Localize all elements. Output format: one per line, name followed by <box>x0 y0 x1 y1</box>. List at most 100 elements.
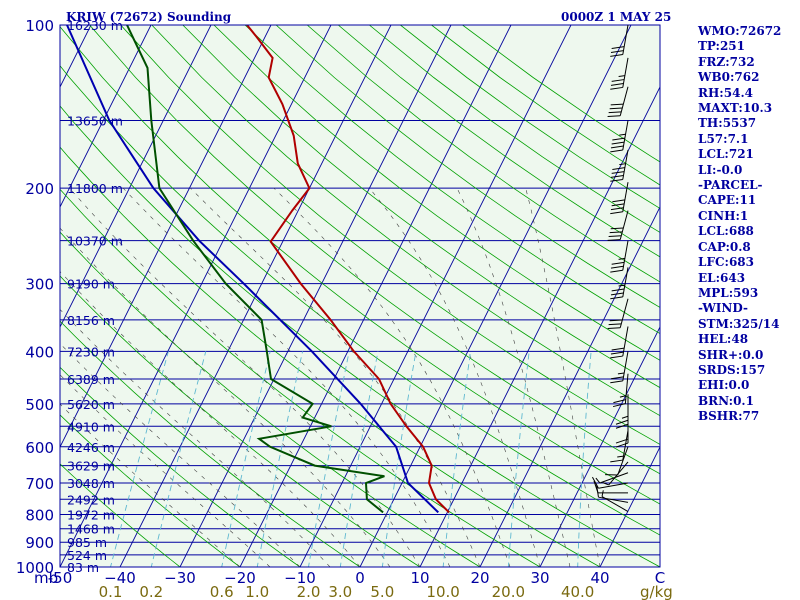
chart-title: KRIW (72672) Sounding <box>66 10 232 24</box>
temperature-tick-label: -50 <box>48 569 73 587</box>
wind-barb <box>610 267 629 300</box>
parcel-trace <box>66 25 439 514</box>
mixing-ratio-line <box>577 351 592 567</box>
mixing-ratio-line <box>308 351 350 567</box>
mixing-ratio-line <box>442 351 472 567</box>
saturated-adiabat-line <box>525 188 601 567</box>
temperature-tick-label: −30 <box>164 569 196 587</box>
sounding-stat: L57:7.1 <box>698 131 749 146</box>
temperature-tick-label: 30 <box>530 569 549 587</box>
mixing-ratio-line <box>221 351 271 567</box>
temperature-tick-label: 20 <box>470 569 489 587</box>
mixing-ratio-line <box>507 351 530 567</box>
sounding-stat: LCL:721 <box>698 147 754 162</box>
mixing-ratio-tick-label: 5.0 <box>370 583 394 600</box>
saturated-adiabat-line <box>60 403 241 567</box>
dry-adiabat-line <box>60 231 481 567</box>
temperature-trace <box>246 25 450 514</box>
temperature-tick-label: −20 <box>224 569 256 587</box>
sounding-stat: TP:251 <box>698 39 746 54</box>
temperature-tick-label: 0 <box>355 569 365 587</box>
saturated-adiabat-line <box>60 374 271 567</box>
dry-adiabat-line <box>182 25 660 389</box>
sounding-stat: SRDS:157 <box>698 362 766 377</box>
pressure-tick-label: 800 <box>25 506 54 524</box>
height-label: 2492 m <box>67 492 115 507</box>
dry-adiabat-line <box>60 275 421 567</box>
temperature-tick-label: 10 <box>410 569 429 587</box>
temperature-tick-label: −40 <box>104 569 136 587</box>
wind-barb <box>610 351 629 384</box>
height-label: 9190 m <box>67 277 115 292</box>
wind-barb <box>607 298 629 330</box>
wind-barb <box>610 182 629 215</box>
sounding-stat: CAPE:11 <box>698 193 757 208</box>
dry-adiabat-line <box>213 25 660 361</box>
dry-adiabat-line <box>60 105 660 567</box>
sounding-stat: CINH:1 <box>698 208 749 223</box>
dry-adiabat-line <box>60 320 361 567</box>
wind-barb <box>610 57 629 90</box>
sounding-stat: STM:325/14 <box>698 316 780 331</box>
wind-barb <box>610 240 629 273</box>
sounding-stat: EL:643 <box>698 270 746 285</box>
isotherm-line <box>179 25 452 567</box>
wind-barb <box>612 373 629 408</box>
sounding-stat: -WIND- <box>698 301 748 316</box>
isotherm-line <box>239 25 512 567</box>
pressure-tick-label: 300 <box>25 276 54 294</box>
sounding-stat: WMO:72672 <box>698 24 782 38</box>
sounding-stat: LI:-0.0 <box>698 162 743 177</box>
mixing-ratio-tick-label: 1.0 <box>245 583 269 600</box>
wind-barb <box>595 472 629 484</box>
dry-adiabat-line <box>60 26 660 505</box>
saturated-adiabat-line <box>60 271 361 567</box>
pressure-tick-label: 700 <box>25 475 54 493</box>
sounding-stat: RH:54.4 <box>698 85 753 100</box>
temperature-tick-label: C <box>655 569 665 587</box>
temperature-tick-label: −10 <box>284 569 316 587</box>
dry-adiabat-line <box>89 25 660 475</box>
height-label: 985 m <box>67 535 107 550</box>
pressure-tick-label: 100 <box>25 17 54 35</box>
pressure-tick-label: 900 <box>25 534 54 552</box>
sounding-stat: MPL:593 <box>698 285 759 300</box>
plot-frame <box>59 24 661 568</box>
height-label: 6389 m <box>67 372 115 387</box>
isotherm-line <box>60 25 272 449</box>
isotherm-line <box>60 25 332 567</box>
mixing-ratio-line <box>110 351 169 567</box>
plot-background <box>60 25 660 567</box>
saturated-adiabat-line <box>60 308 331 567</box>
mixing-ratio-tick-label: 20.0 <box>492 583 525 600</box>
isotherm-line <box>599 445 660 567</box>
sounding-stat: LCL:688 <box>698 224 754 239</box>
sounding-stat: TH:5537 <box>698 116 757 131</box>
pressure-tick-label: 500 <box>25 396 54 414</box>
height-label: 3048 m <box>67 476 115 491</box>
isotherm-line <box>359 25 632 567</box>
dry-adiabat-line <box>60 463 181 567</box>
dry-adiabat-line <box>60 188 541 567</box>
height-label: 4910 m <box>67 419 115 434</box>
mixing-ratio-tick-label: 0.1 <box>99 583 123 600</box>
pressure-tick-label: 1000 <box>16 559 54 577</box>
height-label: 11800 m <box>67 181 123 196</box>
temperature-tick-label: 40 <box>590 569 609 587</box>
pressure-tick-label: 400 <box>25 343 54 361</box>
height-label: 7230 m <box>67 344 115 359</box>
wind-barb <box>591 476 629 489</box>
wind-barb <box>607 210 629 241</box>
sounding-stats-panel: WMO:72672 TP:251 FRZ:732 WB0:762 RH:54.4 MAXT… <box>698 24 798 425</box>
saturated-adiabat-line <box>122 187 451 567</box>
height-label: 8156 m <box>67 313 115 328</box>
dry-adiabat-line <box>337 25 660 258</box>
isotherm-line <box>539 325 660 567</box>
sounding-stat: LFC:683 <box>698 255 754 270</box>
isotherm-line <box>60 25 212 329</box>
mixing-ratio-line <box>256 351 304 567</box>
sounding-stat: -PARCEL- <box>698 178 763 193</box>
sounding-stat: BRN:0.1 <box>698 393 754 408</box>
mixing-ratio-tick-label: 0.2 <box>139 583 163 600</box>
